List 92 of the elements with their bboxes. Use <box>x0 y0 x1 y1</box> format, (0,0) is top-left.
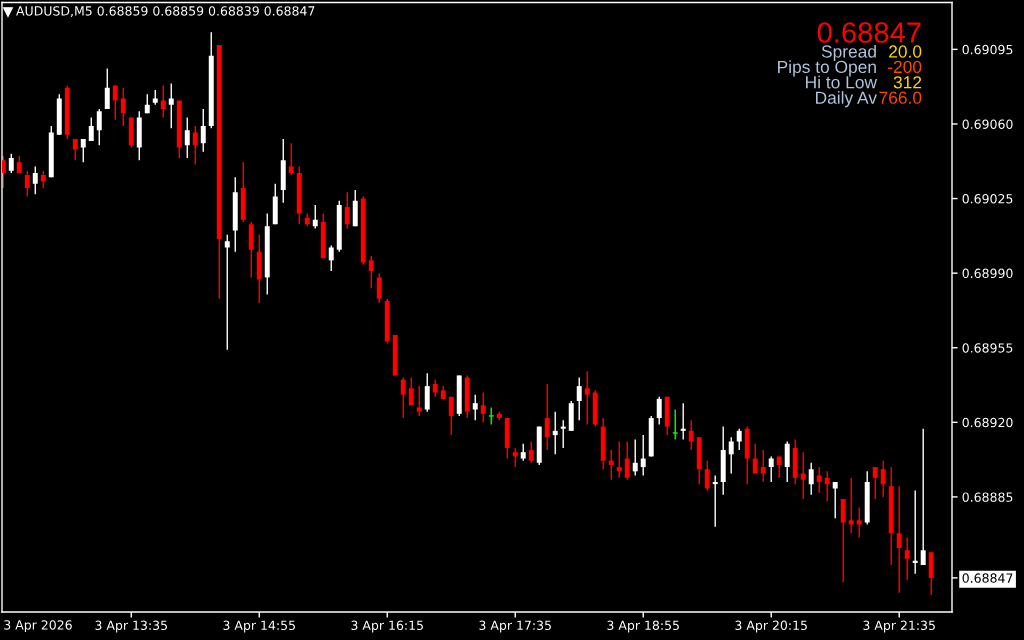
candlestick <box>640 434 646 477</box>
candlestick <box>224 234 230 351</box>
candlestick <box>480 391 486 424</box>
candlestick <box>2 155 6 189</box>
candlestick <box>680 402 686 441</box>
x-tick-label: 3 Apr 13:35 <box>95 620 167 633</box>
candlestick <box>832 481 838 519</box>
y-tick-label: 0.68847 <box>962 573 1013 583</box>
y-tick-label: 0.68885 <box>962 492 1013 502</box>
annotation: Pips to Open <box>778 60 876 77</box>
candlestick <box>880 459 886 498</box>
candlestick <box>472 393 478 421</box>
candlestick <box>184 116 190 159</box>
annotation: 766.0 <box>879 91 922 104</box>
x-tick-label: 3 Apr 21:35 <box>863 620 935 633</box>
candlestick <box>576 376 582 421</box>
candlestick <box>288 142 294 176</box>
x-tick-label: 3 Apr 16:15 <box>351 620 423 633</box>
candlestick <box>344 191 350 230</box>
y-tick-label: 0.69095 <box>962 44 1013 55</box>
candlestick <box>400 376 406 419</box>
candlestick <box>872 466 878 500</box>
candlestick <box>736 428 742 451</box>
candlestick <box>32 165 38 195</box>
candlestick <box>200 108 206 153</box>
candlestick <box>856 506 862 539</box>
candlestick <box>584 370 590 426</box>
annotation: Spread <box>821 44 876 62</box>
candlestick <box>424 372 430 413</box>
candlestick <box>824 470 830 502</box>
annotation: Daily Av <box>816 91 877 108</box>
x-tick-label: 3 Apr 14:55 <box>223 620 295 633</box>
candlestick <box>800 451 806 500</box>
candlestick <box>328 244 334 272</box>
candlestick <box>656 396 662 426</box>
x-tick-label: 3 Apr 20:15 <box>735 620 807 633</box>
candlestick <box>672 408 679 441</box>
candlestick <box>8 153 14 174</box>
candlestick <box>512 447 518 468</box>
x-tick-label: 3 Apr 18:55 <box>607 620 679 633</box>
y-tick-label: 0.68955 <box>962 343 1013 353</box>
candlestick <box>616 440 622 479</box>
candlestick <box>376 272 382 304</box>
candlestick <box>112 84 118 121</box>
candlestick <box>728 436 734 475</box>
candlestick <box>840 498 846 583</box>
candlestick <box>768 455 774 483</box>
candlestick <box>608 449 614 481</box>
text: 3 Apr 2026 <box>4 620 72 633</box>
candlestick <box>160 84 166 119</box>
candlestick <box>712 474 718 528</box>
candlestick <box>120 87 126 127</box>
candlestick <box>688 419 694 451</box>
annotation: Hi to Low <box>806 75 878 89</box>
candlestick <box>104 67 110 110</box>
candlestick <box>904 536 910 581</box>
candlestick <box>920 428 926 566</box>
candlestick <box>784 440 790 483</box>
candlestick <box>168 82 174 129</box>
y-tick-label: 0.68920 <box>962 417 1013 428</box>
candlestick <box>816 466 822 494</box>
candlestick <box>96 108 102 146</box>
candlestick <box>704 459 710 492</box>
chart-title: AUDUSD,M5 0.68859 0.68859 0.68839 0.68847 <box>16 6 315 17</box>
annotation: 0.68847 <box>817 22 921 43</box>
candlestick <box>448 396 454 436</box>
x-tick-label: 3 Apr 17:35 <box>479 620 551 633</box>
candlestick <box>544 383 550 451</box>
y-tick-label: 0.69025 <box>962 194 1013 204</box>
candlestick <box>624 440 630 481</box>
candlestick <box>552 410 558 455</box>
candlestick <box>632 438 638 477</box>
candlestick <box>192 125 198 166</box>
candlestick <box>752 442 758 475</box>
annotation: -200 <box>888 60 922 74</box>
candlestick <box>528 440 534 464</box>
annotation: 312 <box>893 76 922 89</box>
candlestick <box>776 455 782 479</box>
candlestick <box>408 376 414 406</box>
candlestick <box>896 485 902 594</box>
candlestick <box>560 419 566 449</box>
candlestick <box>912 489 918 575</box>
candlestick <box>368 255 374 289</box>
annotation: 20.0 <box>889 45 922 58</box>
candlestick <box>760 449 766 483</box>
y-tick-label: 0.68990 <box>962 268 1013 279</box>
candlestick <box>848 477 854 534</box>
y-tick-label: 0.69060 <box>962 119 1013 129</box>
candlestick <box>416 385 422 417</box>
candlestick <box>808 462 814 496</box>
candlestick <box>312 204 318 230</box>
candlestick <box>24 170 30 198</box>
